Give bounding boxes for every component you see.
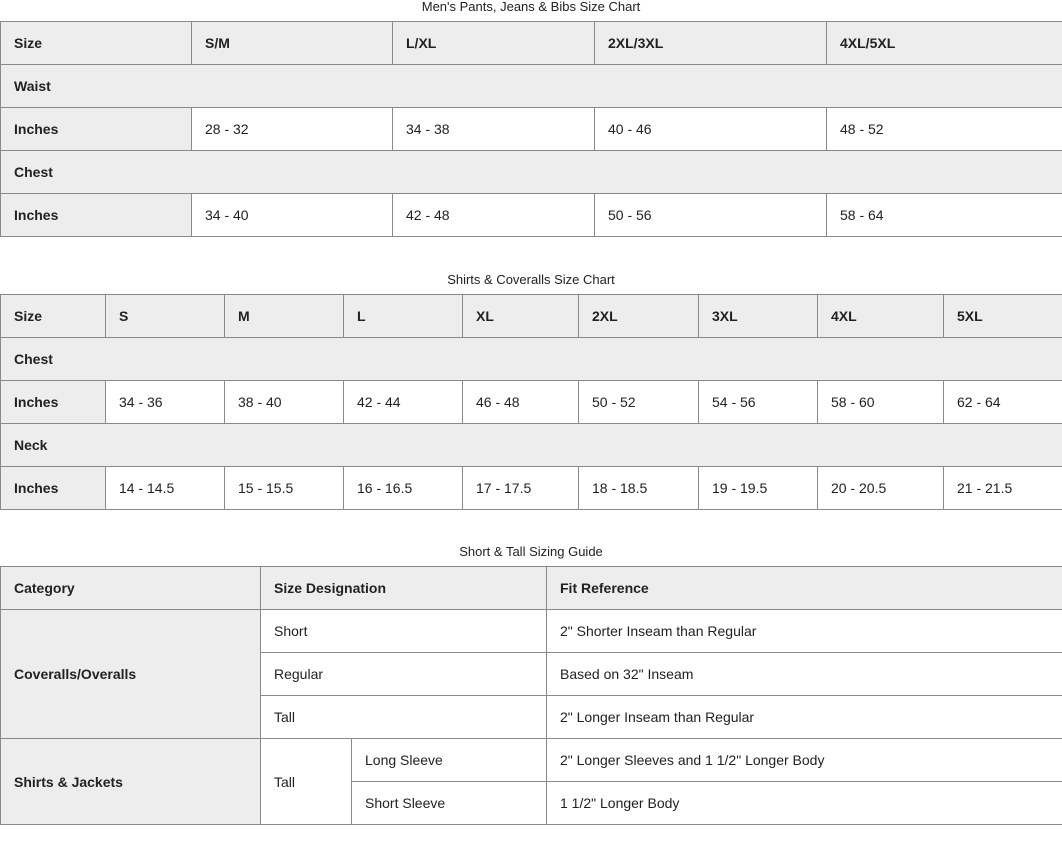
- value-cell: 50 - 52: [578, 380, 699, 424]
- sleeve-cell: Short Sleeve: [351, 781, 547, 825]
- table-row: Neck: [0, 423, 1062, 467]
- value-cell: 54 - 56: [698, 380, 818, 424]
- row-label: Inches: [0, 466, 106, 510]
- short-tall-table: Category Size Designation Fit Reference Cov…: [0, 566, 1062, 825]
- fit-reference-cell: 1 1/2" Longer Body: [546, 781, 1062, 825]
- value-cell: 14 - 14.5: [105, 466, 225, 510]
- size-designation-cell: Short: [260, 609, 547, 653]
- row-label: Inches: [0, 107, 192, 151]
- header-cell: 2XL/3XL: [594, 21, 827, 65]
- header-cell: 3XL: [698, 294, 818, 338]
- table-row: Size S M L XL 2XL 3XL 4XL 5XL: [0, 294, 1062, 338]
- shirts-size-table: Size S M L XL 2XL 3XL 4XL 5XL Chest Inches 34 - 36 3…: [0, 294, 1062, 510]
- size-designation-cell: Tall: [260, 738, 352, 825]
- header-cell: Size Designation: [260, 566, 547, 610]
- size-designation-cell: Tall: [260, 695, 547, 739]
- value-cell: 15 - 15.5: [224, 466, 344, 510]
- value-cell: 62 - 64: [943, 380, 1062, 424]
- table-row: Inches 34 - 36 38 - 40 42 - 44 46 - 48 50 - 5…: [0, 380, 1062, 424]
- value-cell: 21 - 21.5: [943, 466, 1062, 510]
- header-cell: L/XL: [392, 21, 595, 65]
- value-cell: 42 - 44: [343, 380, 463, 424]
- header-cell: XL: [462, 294, 579, 338]
- table-row: Regular Based on 32" Inseam: [1, 652, 1062, 696]
- section-label: Neck: [0, 423, 1062, 467]
- fit-reference-cell: 2" Longer Inseam than Regular: [546, 695, 1062, 739]
- shirts-size-chart-title: Shirts & Coveralls Size Chart: [447, 272, 615, 287]
- row-label: Inches: [0, 380, 106, 424]
- value-cell: 40 - 46: [594, 107, 827, 151]
- row-label: Inches: [0, 193, 192, 237]
- value-cell: 17 - 17.5: [462, 466, 579, 510]
- table-row: Inches 34 - 40 42 - 48 50 - 56 58 - 64: [0, 193, 1062, 237]
- value-cell: 16 - 16.5: [343, 466, 463, 510]
- header-cell: M: [224, 294, 344, 338]
- header-cell: 5XL: [943, 294, 1062, 338]
- value-cell: 20 - 20.5: [817, 466, 944, 510]
- value-cell: 46 - 48: [462, 380, 579, 424]
- fit-reference-cell: 2" Shorter Inseam than Regular: [546, 609, 1062, 653]
- short-tall-guide-title: Short & Tall Sizing Guide: [459, 544, 603, 559]
- value-cell: 34 - 36: [105, 380, 225, 424]
- section-label: Chest: [0, 150, 1062, 194]
- value-cell: 34 - 38: [392, 107, 595, 151]
- value-cell: 58 - 64: [826, 193, 1062, 237]
- value-cell: 28 - 32: [191, 107, 393, 151]
- sleeve-cell: Long Sleeve: [351, 738, 547, 782]
- table-row: Inches 28 - 32 34 - 38 40 - 46 48 - 52: [0, 107, 1062, 151]
- value-cell: 34 - 40: [191, 193, 393, 237]
- size-designation-cell: Regular: [260, 652, 547, 696]
- table-row: Tall 2" Longer Inseam than Regular: [1, 695, 1062, 739]
- value-cell: 18 - 18.5: [578, 466, 699, 510]
- header-cell: 4XL: [817, 294, 944, 338]
- header-cell: 4XL/5XL: [826, 21, 1062, 65]
- pants-size-chart-title: Men's Pants, Jeans & Bibs Size Chart: [421, 0, 641, 14]
- header-cell: Size: [0, 21, 192, 65]
- fit-reference-cell: 2" Longer Sleeves and 1 1/2" Longer Body: [546, 738, 1062, 782]
- category-cell: Shirts & Jackets: [0, 738, 261, 825]
- value-cell: 58 - 60: [817, 380, 944, 424]
- section-label: Waist: [0, 64, 1062, 108]
- header-cell: S/M: [191, 21, 393, 65]
- header-cell: Category: [0, 566, 261, 610]
- header-cell: L: [343, 294, 463, 338]
- value-cell: 42 - 48: [392, 193, 595, 237]
- table-row: Inches 14 - 14.5 15 - 15.5 16 - 16.5 17 - 17…: [0, 466, 1062, 510]
- header-cell: Fit Reference: [546, 566, 1062, 610]
- table-row: Category Size Designation Fit Reference: [0, 566, 1062, 610]
- value-cell: 19 - 19.5: [698, 466, 818, 510]
- table-row: Coveralls/Overalls Short 2" Shorter Inseam…: [0, 609, 1062, 739]
- value-cell: 38 - 40: [224, 380, 344, 424]
- fit-reference-cell: Based on 32" Inseam: [546, 652, 1062, 696]
- value-cell: 50 - 56: [594, 193, 827, 237]
- pants-size-table: Size S/M L/XL 2XL/3XL 4XL/5XL Waist Inches 28 -…: [0, 21, 1062, 237]
- header-cell: Size: [0, 294, 106, 338]
- category-cell: Coveralls/Overalls: [0, 609, 261, 739]
- value-cell: 48 - 52: [826, 107, 1062, 151]
- table-row: Chest: [0, 150, 1062, 194]
- section-label: Chest: [0, 337, 1062, 381]
- table-row: Size S/M L/XL 2XL/3XL 4XL/5XL: [0, 21, 1062, 65]
- table-row: Chest: [0, 337, 1062, 381]
- table-row: Short Sleeve 1 1/2" Longer Body: [1, 781, 1062, 825]
- table-row: Waist: [0, 64, 1062, 108]
- header-cell: 2XL: [578, 294, 699, 338]
- table-row: Shirts & Jackets Tall Long Sleeve 2" Longer…: [0, 738, 1062, 825]
- header-cell: S: [105, 294, 225, 338]
